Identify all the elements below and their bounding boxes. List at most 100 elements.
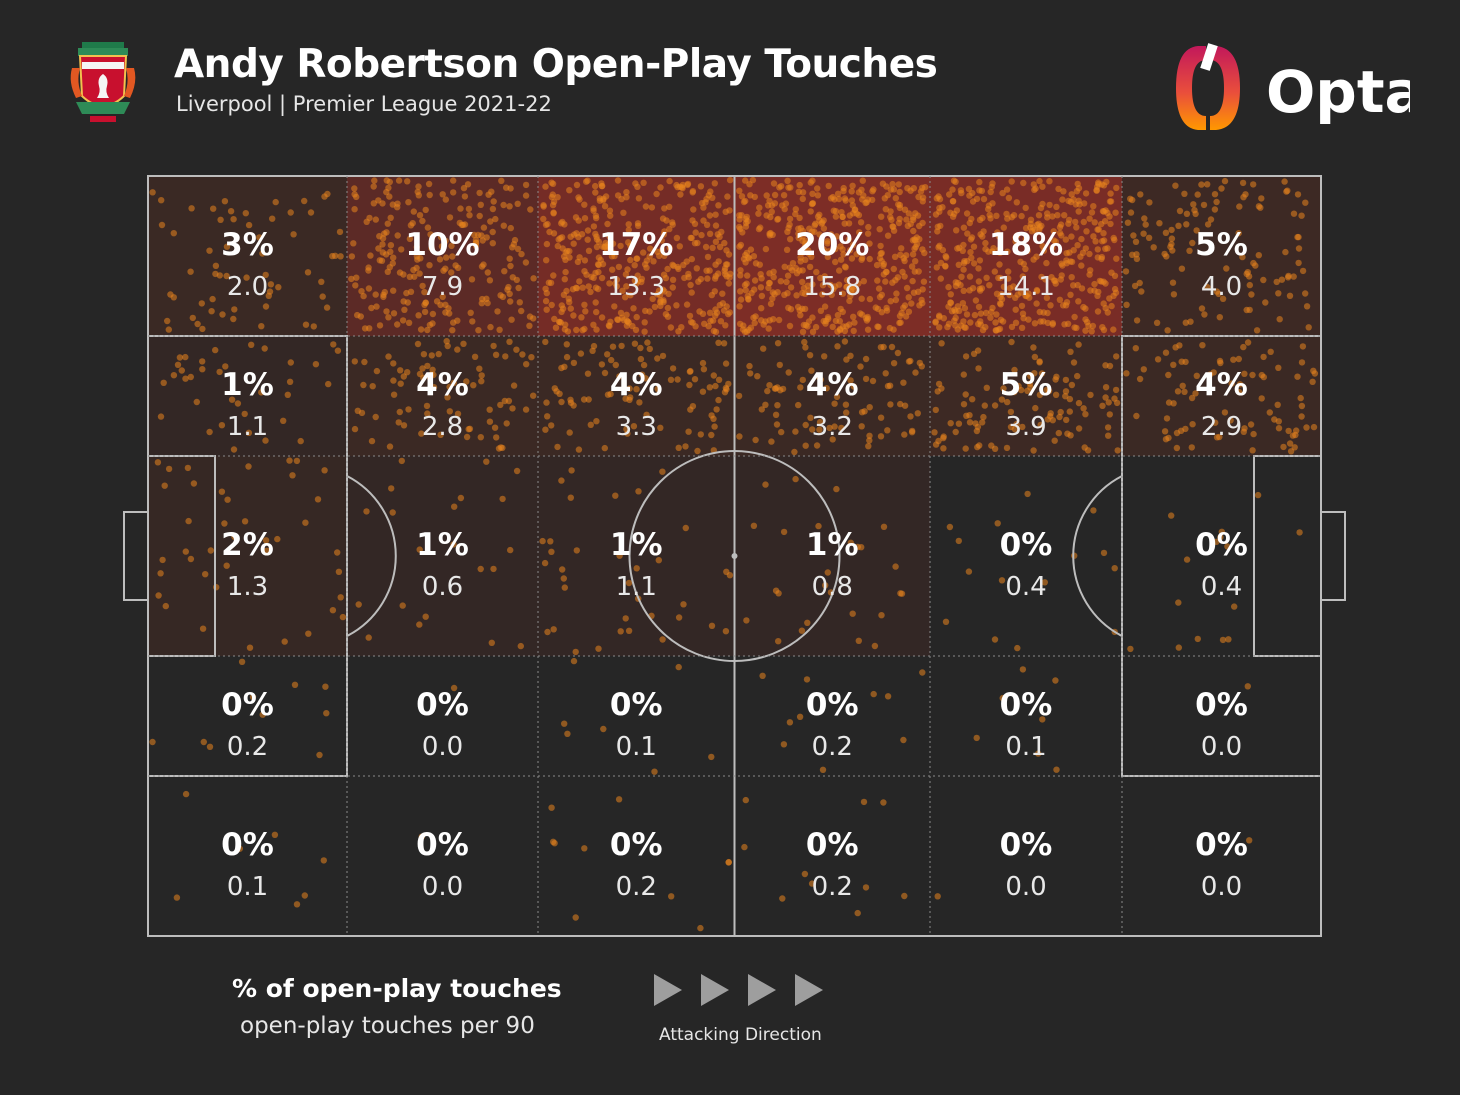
touch-dot — [157, 413, 165, 420]
touch-dot — [491, 424, 499, 431]
touch-dot — [1189, 239, 1196, 247]
touch-dot — [852, 287, 859, 295]
legend-value-label: open-play touches per 90 — [240, 1013, 535, 1039]
touch-dot — [184, 464, 192, 472]
touch-dot — [609, 343, 617, 350]
touch-dot — [980, 195, 988, 203]
touch-dot — [939, 204, 946, 211]
touch-dot — [783, 246, 791, 253]
touch-dot — [548, 804, 555, 811]
touch-dot — [876, 254, 884, 262]
touch-dot — [522, 192, 530, 199]
touch-dot — [1039, 242, 1046, 250]
touch-dot — [1249, 371, 1256, 379]
touch-dot — [903, 252, 910, 259]
touch-dot — [592, 230, 599, 238]
touch-dot — [578, 314, 585, 321]
touch-dot — [1090, 233, 1097, 240]
heatmap-cell — [734, 456, 930, 656]
touch-dot — [1133, 412, 1140, 420]
touch-dot — [416, 546, 423, 553]
touch-dot — [622, 615, 629, 622]
touch-dot — [882, 370, 889, 377]
touch-dot — [590, 223, 598, 230]
touch-dot — [757, 271, 764, 278]
touch-dot — [438, 243, 446, 250]
touch-dot — [945, 283, 952, 291]
touch-dot — [404, 369, 411, 376]
touch-dot — [1275, 290, 1282, 297]
touch-dot — [897, 319, 904, 326]
touch-dot — [752, 436, 759, 444]
touch-dot — [998, 577, 1006, 584]
touch-dot — [1170, 291, 1178, 298]
touch-dot — [1200, 201, 1208, 209]
touch-dot — [301, 892, 308, 899]
touch-dot — [541, 559, 549, 567]
touch-dot — [1049, 244, 1056, 251]
touch-dot — [737, 288, 744, 295]
touch-dot — [659, 636, 666, 643]
touch-dot — [469, 318, 476, 325]
touch-dot — [919, 669, 926, 676]
touch-dot — [877, 433, 885, 440]
touch-dot — [801, 870, 809, 878]
touch-dot — [170, 372, 178, 379]
touch-dot — [710, 415, 717, 422]
touch-dot — [351, 358, 358, 365]
touch-dot — [387, 214, 394, 221]
touch-dot — [543, 240, 551, 248]
touch-dot — [428, 352, 435, 359]
touch-dot — [968, 215, 975, 223]
touch-dot — [669, 276, 677, 283]
touch-dot — [539, 537, 546, 545]
touch-dot — [601, 203, 609, 210]
touch-dot — [530, 392, 537, 399]
touch-dot — [1225, 636, 1232, 643]
touch-dot — [864, 196, 872, 203]
touch-dot — [1132, 345, 1140, 352]
touch-dot — [149, 189, 156, 196]
touch-dot — [1145, 234, 1153, 241]
touch-dot — [351, 206, 358, 213]
touch-dot — [976, 442, 983, 449]
touch-dot — [1227, 417, 1234, 424]
cell-value-label: 0.0 — [1201, 872, 1242, 902]
touch-dot — [966, 273, 974, 280]
touch-dot — [919, 286, 926, 293]
touch-dot — [814, 185, 821, 192]
touch-dot — [365, 634, 372, 641]
touch-dot — [330, 341, 337, 348]
cell-percent-label: 1% — [806, 527, 859, 563]
touch-dot — [878, 309, 885, 316]
touch-dot — [877, 414, 885, 421]
touch-dot — [838, 424, 845, 432]
touch-dot — [830, 207, 837, 214]
touch-dot — [678, 324, 685, 331]
touch-dot — [1052, 391, 1060, 398]
touch-dot — [262, 437, 269, 444]
touch-dot — [212, 346, 219, 354]
touch-dot — [1122, 268, 1130, 275]
touch-dot — [703, 221, 711, 228]
touch-dot — [912, 258, 919, 265]
touch-dot — [617, 242, 624, 250]
touch-dot — [1004, 248, 1011, 255]
touch-dot — [380, 291, 387, 298]
touch-dot — [593, 418, 600, 425]
touch-dot — [879, 180, 887, 187]
touch-dot — [221, 198, 229, 205]
touch-dot — [1073, 224, 1080, 231]
touch-dot — [959, 300, 967, 307]
cell-value-label: 7.9 — [422, 272, 463, 302]
touch-dot — [908, 429, 916, 436]
touch-dot — [456, 219, 463, 227]
touch-dot — [280, 417, 287, 424]
touch-dot — [737, 267, 744, 274]
touch-dot — [802, 344, 809, 351]
touch-dot — [921, 249, 928, 257]
touch-dot — [1100, 549, 1108, 557]
touch-dot — [935, 437, 942, 445]
touch-dot — [640, 179, 647, 186]
cell-percent-label: 1% — [221, 367, 274, 403]
